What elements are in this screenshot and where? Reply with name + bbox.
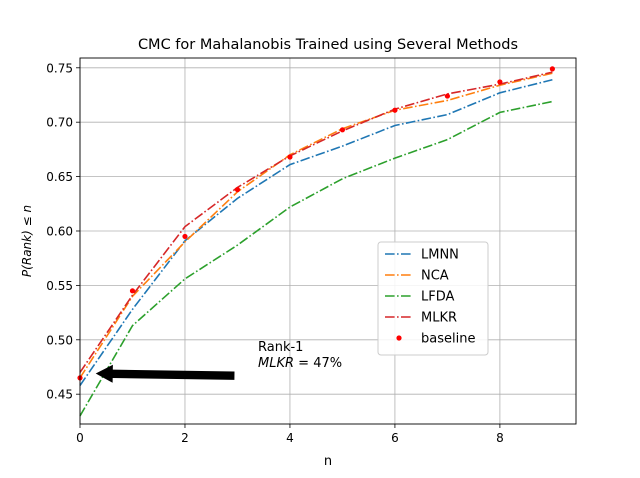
y-tick-label: 0.50 (46, 333, 73, 347)
rank1-annotation: Rank-1 MLKR = 47% (95, 340, 342, 383)
y-tick-label: 0.45 (46, 388, 73, 402)
y-tick-label: 0.60 (46, 224, 73, 238)
nca-line (79, 72, 553, 379)
baseline-point (392, 107, 398, 113)
chart-title: CMC for Mahalanobis Trained using Severa… (138, 37, 518, 53)
annotation-line2: MLKR = 47% (258, 356, 342, 371)
series-group (77, 66, 555, 417)
baseline-point (234, 187, 241, 193)
baseline-point (129, 288, 136, 294)
x-tick-label: 4 (286, 431, 294, 445)
baseline-point (287, 154, 293, 160)
axis-ticks: 0 2 4 6 8 0.45 0.50 0.55 0.60 0.65 0.70 0.75 (46, 61, 503, 445)
annotation-value: = 47% (294, 356, 342, 371)
annotation-arrow (95, 364, 235, 383)
x-tick-label: 0 (76, 431, 84, 445)
x-tick-label: 6 (391, 431, 399, 445)
legend-box (377, 241, 489, 356)
y-axis-label: P(Rank) ≤ n (20, 205, 34, 277)
legend-marker-baseline (396, 335, 402, 341)
baseline-point (497, 79, 503, 85)
grid-lines (79, 58, 576, 424)
baseline-point (444, 93, 451, 99)
annotation-method: MLKR (258, 356, 294, 371)
legend-label-lmnn: LMNN (421, 248, 459, 263)
y-tick-label: 0.55 (46, 279, 73, 293)
mlkr-line (79, 71, 553, 373)
lfda-line (79, 100, 553, 417)
legend-label-nca: NCA (421, 269, 449, 284)
annotation-line1: Rank-1 (258, 340, 303, 355)
legend-label-lfda: LFDA (421, 290, 455, 305)
x-axis-label: n (324, 454, 332, 469)
lmnn-line (79, 78, 553, 386)
plot-frame (79, 57, 577, 425)
y-tick-label: 0.70 (46, 116, 73, 130)
baseline-point (182, 233, 188, 240)
x-tick-label: 8 (496, 431, 504, 445)
legend-label-mlkr: MLKR (421, 311, 457, 326)
y-tick-label: 0.75 (46, 61, 73, 75)
y-tick-label: 0.65 (46, 170, 73, 184)
baseline-point (339, 127, 346, 133)
baseline-point (549, 66, 555, 72)
legend-label-baseline: baseline (421, 332, 475, 347)
x-tick-label: 2 (181, 431, 189, 445)
legend: LMNN NCA LFDA MLKR baseline (377, 241, 489, 356)
